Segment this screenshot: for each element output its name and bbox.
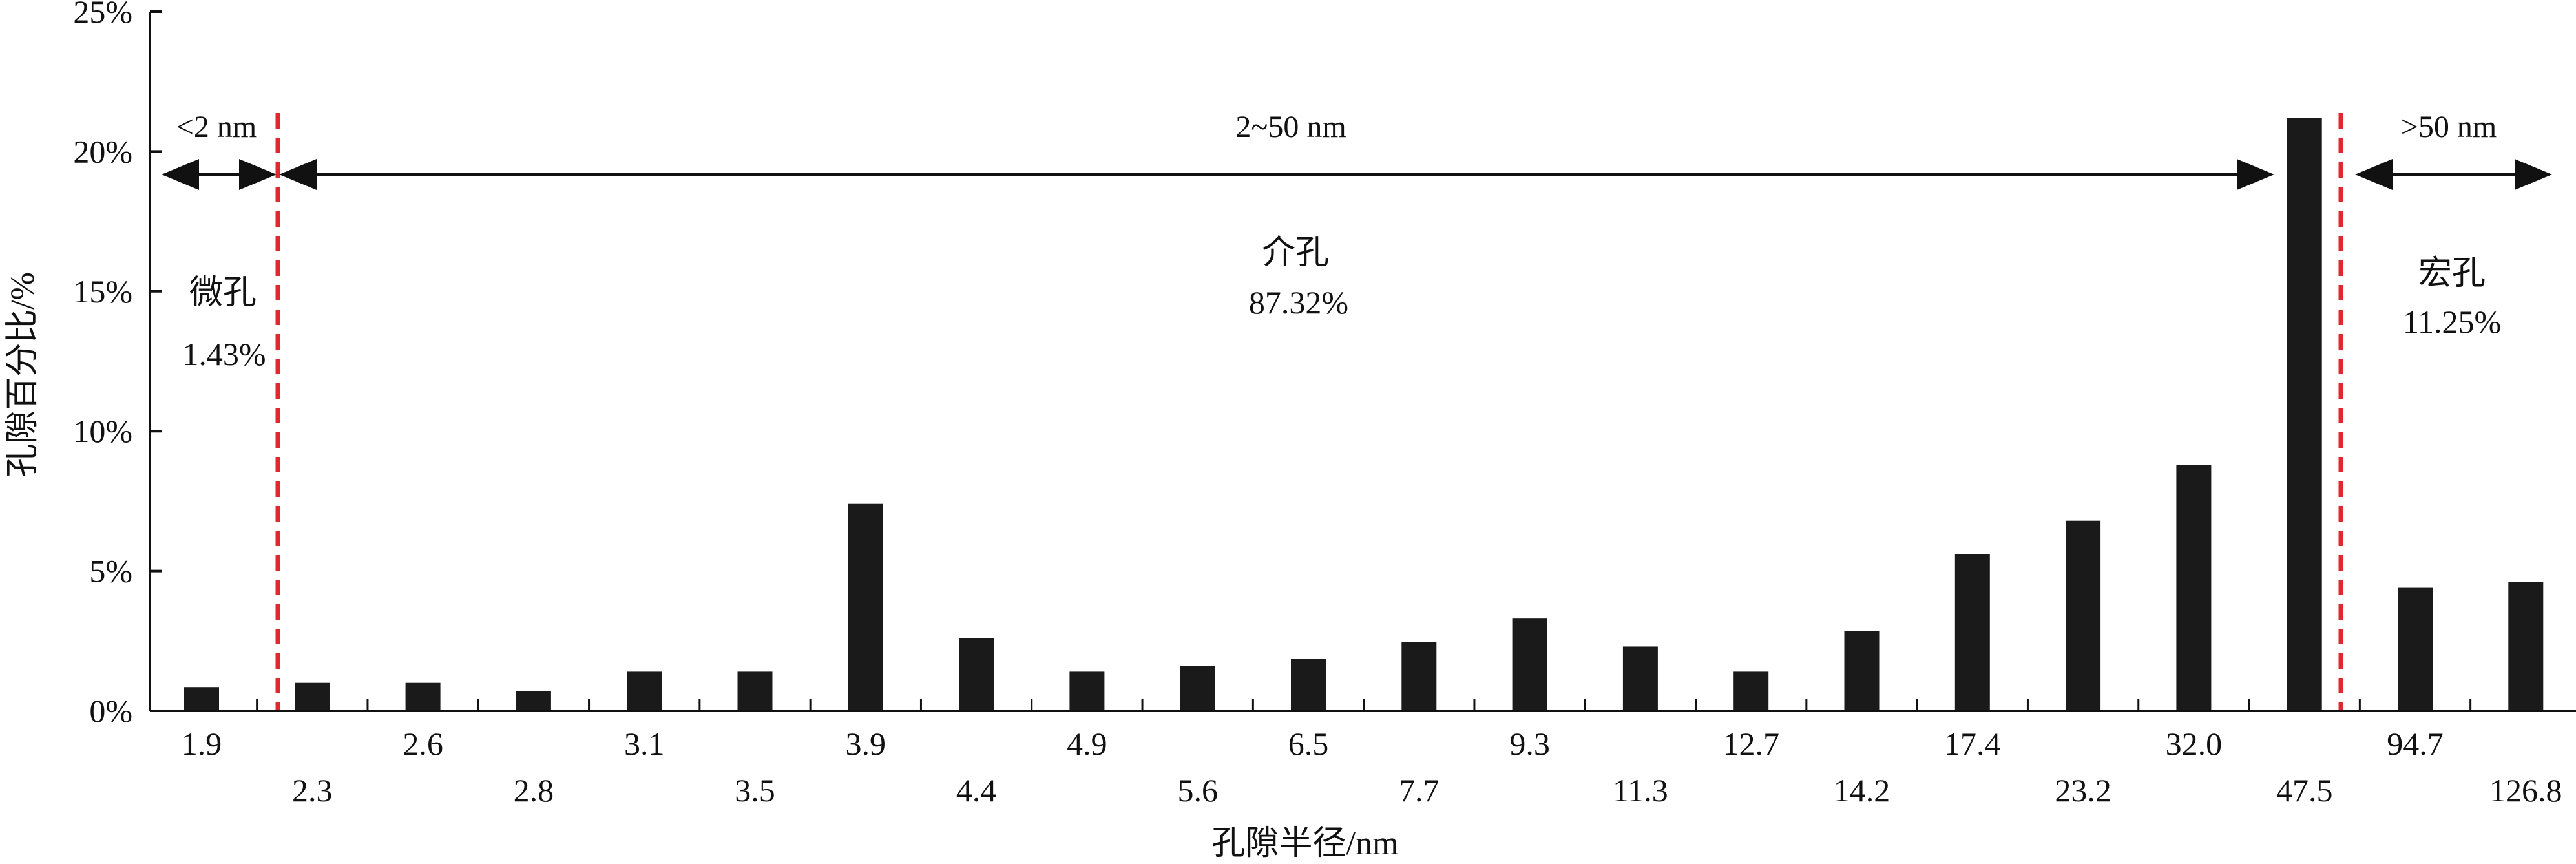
x-tick-label: 4.9 [1067, 726, 1107, 762]
x-tick-label: 3.5 [735, 772, 775, 808]
x-tick-label: 23.2 [2055, 772, 2111, 808]
y-tick-label: 15% [73, 273, 132, 310]
bar-9.3 [1512, 618, 1547, 711]
region-meso-range: 2~50 nm [1235, 110, 1346, 144]
meso-arrow-right-head [2237, 159, 2274, 190]
x-tick-labels: 1.9 2.3 2.6 2.8 3.1 3.5 3.9 4.4 4.9 5.6 6.5 7.7 9.3 1… [182, 726, 2562, 808]
x-tick-label: 3.9 [846, 726, 886, 762]
x-tick-label: 12.7 [1723, 726, 1779, 762]
region-macro-name: 宏孔 [2418, 255, 2486, 292]
x-tick-label: 7.7 [1399, 772, 1440, 808]
x-tick-label: 94.7 [2387, 726, 2444, 762]
x-tick-label: 14.2 [1834, 772, 1890, 808]
bar-7.7 [1401, 642, 1437, 711]
x-tick-label: 11.3 [1613, 772, 1668, 808]
bar-4.9 [1069, 671, 1105, 711]
micro-arrow-right-head [239, 159, 277, 190]
x-tick-label: 6.5 [1288, 726, 1329, 762]
meso-arrow [279, 159, 2274, 190]
x-tick-label: 3.1 [624, 726, 665, 762]
x-tick-label: 2.8 [514, 772, 554, 808]
x-tick-label: 4.4 [956, 772, 997, 808]
y-tick-label: 20% [73, 133, 132, 169]
bar-3.9 [848, 503, 883, 711]
region-meso-name: 介孔 [1262, 235, 1329, 271]
bar-4.4 [959, 638, 994, 711]
x-tick-label: 126.8 [2489, 772, 2562, 808]
bars-group [184, 118, 2544, 711]
bar-1.9 [184, 687, 219, 711]
region-micro-name: 微孔 [189, 275, 257, 311]
micro-arrow-left-head [162, 159, 199, 190]
region-arrows [162, 159, 2552, 190]
x-tick-label: 9.3 [1509, 726, 1550, 762]
bar-2.3 [295, 682, 330, 711]
bar-17.4 [1954, 554, 1990, 711]
y-tick-label: 5% [89, 553, 132, 589]
bar-5.6 [1180, 666, 1215, 711]
macro-arrow-right-head [2515, 159, 2552, 190]
bar-47.5 [2287, 118, 2322, 711]
bar-23.2 [2066, 520, 2101, 711]
bar-3.1 [627, 671, 662, 711]
bar-11.3 [1622, 646, 1658, 711]
x-tick-label: 2.3 [292, 772, 333, 808]
x-tick-label: 47.5 [2276, 772, 2333, 808]
region-micro-range: <2 nm [176, 110, 257, 144]
x-tick-label: 2.6 [403, 726, 443, 762]
bar-6.5 [1291, 659, 1326, 711]
micro-arrow [162, 159, 277, 190]
x-tick-label: 1.9 [182, 726, 222, 762]
region-dividers [275, 113, 2343, 711]
x-tick-label: 5.6 [1177, 772, 1218, 808]
x-tick-label: 32.0 [2166, 726, 2223, 762]
axes-group [149, 10, 2576, 712]
x-tick-label: 17.4 [1944, 726, 2001, 762]
macro-arrow-left-head [2355, 159, 2393, 190]
bar-3.5 [737, 671, 773, 711]
bar-94.7 [2398, 587, 2433, 711]
bar-2.6 [405, 682, 441, 711]
y-tick-label: 0% [89, 693, 132, 729]
y-tick-label: 25% [73, 0, 132, 30]
region-macro-range: >50 nm [2401, 110, 2497, 144]
region-macro-percent: 11.25% [2403, 304, 2501, 340]
y-tick-label: 10% [73, 413, 132, 449]
y-tick-labels: 0% 5% 10% 15% 20% 25% [73, 0, 132, 729]
bar-2.8 [516, 691, 551, 711]
bar-126.8 [2508, 582, 2544, 711]
region-micro-percent: 1.43% [182, 336, 266, 372]
x-axis-label: 孔隙半径/nm [1212, 825, 1399, 862]
bar-14.2 [1844, 631, 1880, 711]
macro-arrow [2355, 159, 2552, 190]
region-meso-percent: 87.32% [1249, 284, 1348, 321]
bar-32.0 [2176, 465, 2212, 711]
y-axis-label: 孔隙百分比/% [5, 272, 41, 478]
meso-arrow-left-head [279, 159, 317, 190]
bar-12.7 [1733, 671, 1769, 711]
